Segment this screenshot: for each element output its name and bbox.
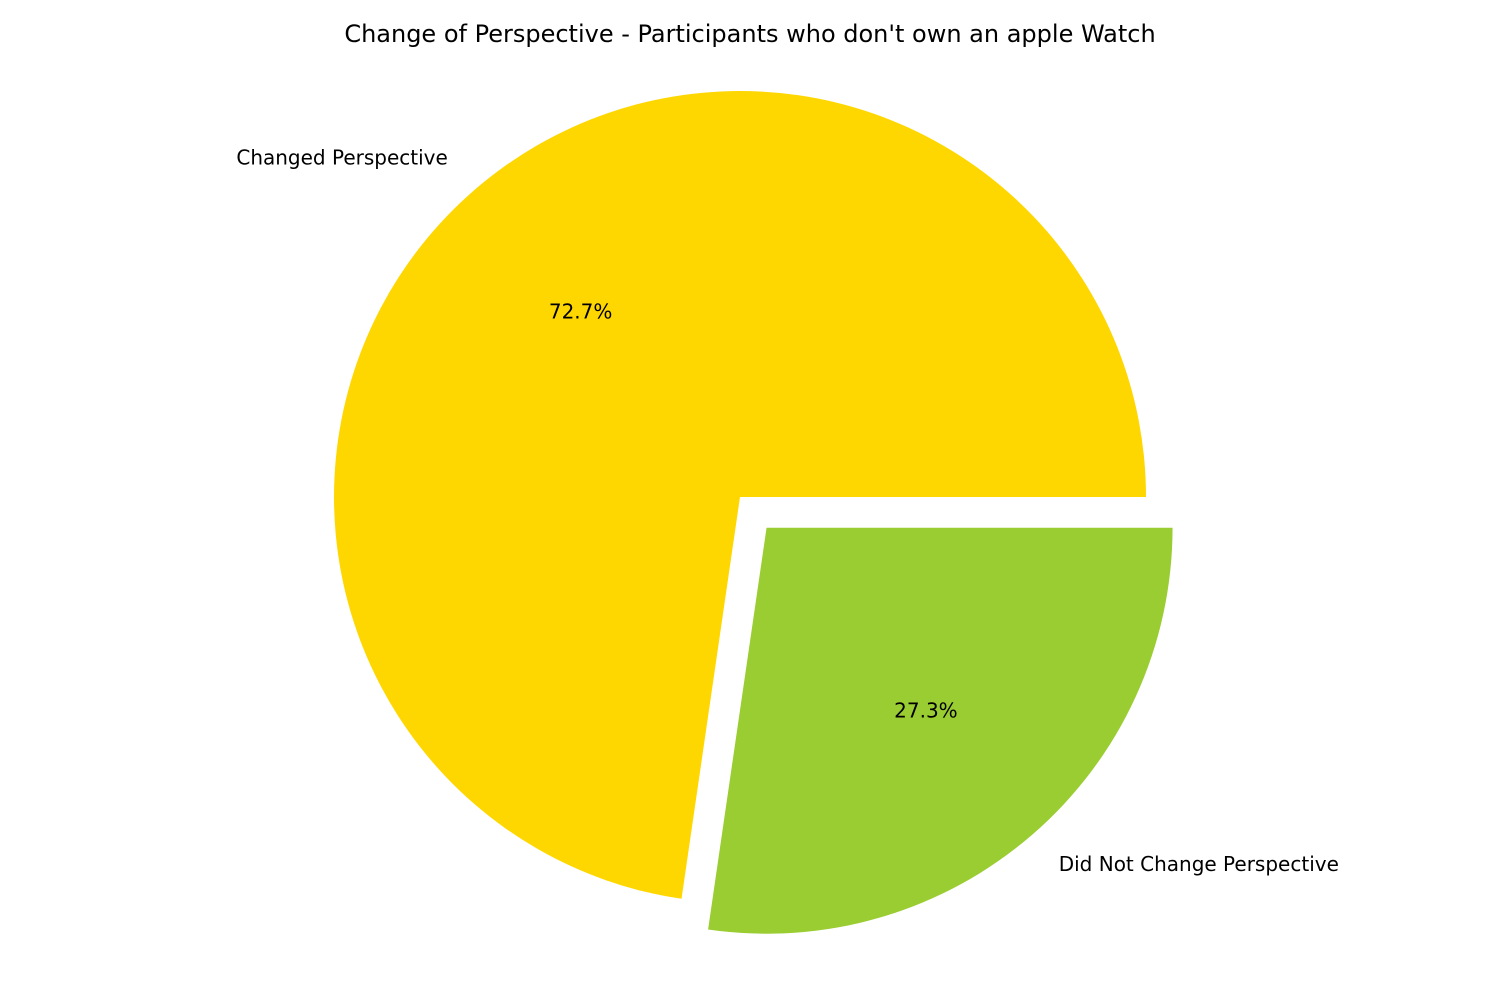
slice-label-changed-perspective: Changed Perspective — [236, 146, 447, 170]
slice-label-did-not-change-perspective: Did Not Change Perspective — [1059, 852, 1339, 876]
chart-title: Change of Perspective - Participants who… — [344, 20, 1155, 48]
pct-label-changed-perspective: 72.7% — [549, 299, 613, 323]
pie-labels: Changed Perspective 72.7% Did Not Change P… — [236, 146, 1339, 876]
pie-slice-changed-perspective — [334, 91, 1146, 899]
pie-slices — [334, 91, 1173, 934]
pct-label-did-not-change-perspective: 27.3% — [894, 698, 958, 722]
pie-slice-did-not-change-perspective — [708, 527, 1173, 934]
